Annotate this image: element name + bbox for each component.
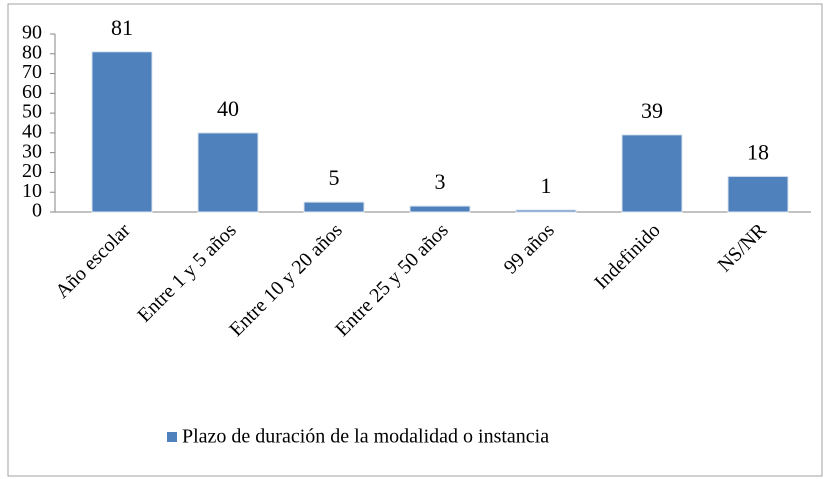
data-label: 81 [111, 15, 133, 40]
bar [303, 201, 365, 213]
y-tick-label: 60 [22, 81, 42, 103]
y-tick-label: 70 [22, 61, 42, 83]
y-tick-label: 80 [22, 41, 42, 63]
data-label: 40 [217, 96, 239, 121]
data-label: 18 [747, 139, 769, 164]
data-label: 1 [541, 173, 552, 198]
bar [515, 209, 577, 213]
bar [727, 175, 789, 213]
y-tick-label: 30 [22, 140, 42, 162]
y-tick-label: 10 [22, 180, 42, 202]
y-tick-label: 90 [22, 22, 42, 44]
y-tick-label: 50 [22, 101, 42, 123]
y-tick-label: 40 [22, 120, 42, 142]
data-label: 5 [329, 165, 340, 190]
data-label: 3 [435, 169, 446, 194]
data-label: 39 [641, 98, 663, 123]
legend-label: Plazo de duración de la modalidad o inst… [182, 426, 549, 448]
bar [621, 134, 683, 213]
bar [197, 132, 259, 213]
bar [409, 205, 471, 213]
y-tick-label: 20 [22, 160, 42, 182]
bar [91, 51, 153, 213]
y-tick-label: 0 [32, 200, 42, 222]
legend-swatch [167, 432, 177, 442]
